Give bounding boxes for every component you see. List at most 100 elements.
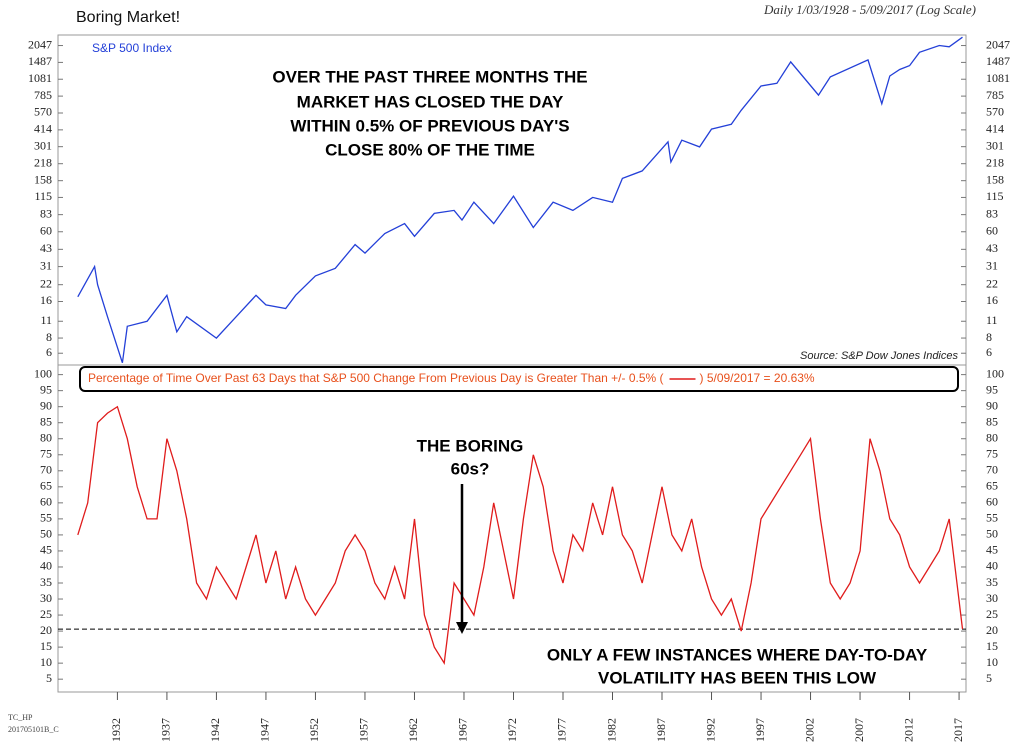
y2-tick-label: 45 bbox=[986, 543, 998, 557]
y2-tick-label: 60 bbox=[986, 495, 998, 509]
y-tick-label: 5 bbox=[46, 671, 52, 685]
annotation: THE BORING bbox=[417, 436, 524, 455]
y2-tick-label: 2047 bbox=[986, 37, 1010, 51]
x-tick-label: 2002 bbox=[802, 718, 816, 742]
x-tick-label: 2017 bbox=[951, 718, 965, 742]
y-tick-label: 50 bbox=[40, 527, 52, 541]
x-tick-label: 1942 bbox=[208, 718, 222, 742]
y2-tick-label: 115 bbox=[986, 189, 1004, 203]
legend-box bbox=[79, 366, 959, 392]
y-tick-label: 75 bbox=[40, 447, 52, 461]
x-tick-label: 1997 bbox=[753, 718, 767, 742]
y-tick-label: 16 bbox=[40, 293, 52, 307]
y2-tick-label: 50 bbox=[986, 527, 998, 541]
y2-tick-label: 20 bbox=[986, 623, 998, 637]
y2-tick-label: 570 bbox=[986, 105, 1004, 119]
y-tick-label: 25 bbox=[40, 607, 52, 621]
bottom-panel bbox=[57, 364, 967, 693]
y2-tick-label: 40 bbox=[986, 559, 998, 573]
y2-tick-label: 65 bbox=[986, 479, 998, 493]
annotation: 60s? bbox=[451, 459, 490, 478]
y2-tick-label: 85 bbox=[986, 414, 998, 428]
y2-tick-label: 414 bbox=[986, 122, 1004, 136]
x-tick-label: 1962 bbox=[406, 718, 420, 742]
y-tick-label: 6 bbox=[46, 345, 52, 359]
y-tick-label: 83 bbox=[40, 206, 52, 220]
x-tick-label: 1982 bbox=[604, 718, 618, 742]
y2-tick-label: 100 bbox=[986, 366, 1004, 380]
annotation: WITHIN 0.5% OF PREVIOUS DAY'S bbox=[290, 116, 569, 135]
y2-tick-label: 301 bbox=[986, 138, 1004, 152]
y2-tick-label: 5 bbox=[986, 671, 992, 685]
y2-tick-label: 43 bbox=[986, 241, 998, 255]
y2-tick-label: 75 bbox=[986, 447, 998, 461]
arrow-head bbox=[456, 622, 468, 634]
annotation: ONLY A FEW INSTANCES WHERE DAY-TO-DAY bbox=[547, 645, 928, 664]
data-line bbox=[77, 36, 963, 363]
y2-tick-label: 31 bbox=[986, 258, 998, 272]
y-tick-label: 414 bbox=[34, 122, 52, 136]
y-tick-label: 55 bbox=[40, 511, 52, 525]
y-tick-label: 85 bbox=[40, 414, 52, 428]
data-line bbox=[77, 405, 964, 666]
y-tick-label: 65 bbox=[40, 479, 52, 493]
y-tick-label: 570 bbox=[34, 105, 52, 119]
y2-tick-label: 11 bbox=[986, 313, 998, 327]
y2-tick-label: 8 bbox=[986, 330, 992, 344]
y2-tick-label: 158 bbox=[986, 172, 1004, 186]
y-tick-label: 20 bbox=[40, 623, 52, 637]
y-tick-label: 90 bbox=[40, 398, 52, 412]
annotation: MARKET HAS CLOSED THE DAY bbox=[297, 92, 564, 111]
x-tick-label: 1987 bbox=[654, 718, 668, 742]
y2-tick-label: 30 bbox=[986, 591, 998, 605]
y2-tick-label: 35 bbox=[986, 575, 998, 589]
y2-tick-label: 10 bbox=[986, 655, 998, 669]
source: Source: S&P Dow Jones Indices bbox=[800, 350, 958, 362]
y-tick-label: 785 bbox=[34, 88, 52, 102]
y-tick-label: 15 bbox=[40, 639, 52, 653]
y-tick-label: 95 bbox=[40, 382, 52, 396]
series-label: S&P 500 Index bbox=[92, 41, 172, 55]
x-tick-label: 2012 bbox=[901, 718, 915, 742]
y2-tick-label: 83 bbox=[986, 206, 998, 220]
y-tick-label: 115 bbox=[34, 189, 52, 203]
y-tick-label: 158 bbox=[34, 172, 52, 186]
y-tick-label: 31 bbox=[40, 258, 52, 272]
x-tick-label: 1952 bbox=[307, 718, 321, 742]
x-tick-label: 1977 bbox=[555, 718, 569, 742]
y-tick-label: 11 bbox=[40, 313, 52, 327]
y-tick-label: 218 bbox=[34, 155, 52, 169]
y2-tick-label: 90 bbox=[986, 398, 998, 412]
legend-label: Percentage of Time Over Past 63 Days tha… bbox=[88, 371, 664, 385]
x-tick-label: 1947 bbox=[258, 718, 272, 742]
y-tick-label: 30 bbox=[40, 591, 52, 605]
y-tick-label: 60 bbox=[40, 495, 52, 509]
y-tick-label: 43 bbox=[40, 241, 52, 255]
y-tick-label: 2047 bbox=[28, 37, 52, 51]
x-tick-label: 1937 bbox=[159, 718, 173, 742]
y2-tick-label: 60 bbox=[986, 224, 998, 238]
y-tick-label: 8 bbox=[46, 330, 52, 344]
y2-tick-label: 785 bbox=[986, 88, 1004, 102]
y-tick-label: 60 bbox=[40, 224, 52, 238]
y2-tick-label: 70 bbox=[986, 463, 998, 477]
y2-tick-label: 22 bbox=[986, 276, 998, 290]
y-tick-label: 22 bbox=[40, 276, 52, 290]
y-tick-label: 100 bbox=[34, 366, 52, 380]
y2-tick-label: 15 bbox=[986, 639, 998, 653]
y2-tick-label: 25 bbox=[986, 607, 998, 621]
annotation: CLOSE 80% OF THE TIME bbox=[325, 140, 535, 159]
y2-tick-label: 6 bbox=[986, 345, 992, 359]
annotation: OVER THE PAST THREE MONTHS THE bbox=[272, 67, 587, 86]
y2-tick-label: 1081 bbox=[986, 71, 1010, 85]
y2-tick-label: 16 bbox=[986, 293, 998, 307]
y-tick-label: 1081 bbox=[28, 71, 52, 85]
x-tick-label: 1972 bbox=[505, 718, 519, 742]
y-tick-label: 1487 bbox=[28, 54, 52, 68]
x-tick-label: 2007 bbox=[852, 718, 866, 742]
x-tick-label: 1957 bbox=[357, 718, 371, 742]
y-tick-label: 80 bbox=[40, 430, 52, 444]
footer-code: 201705101B_C bbox=[8, 725, 59, 734]
subtitle: Daily 1/03/1928 - 5/09/2017 (Log Scale) bbox=[763, 2, 976, 17]
